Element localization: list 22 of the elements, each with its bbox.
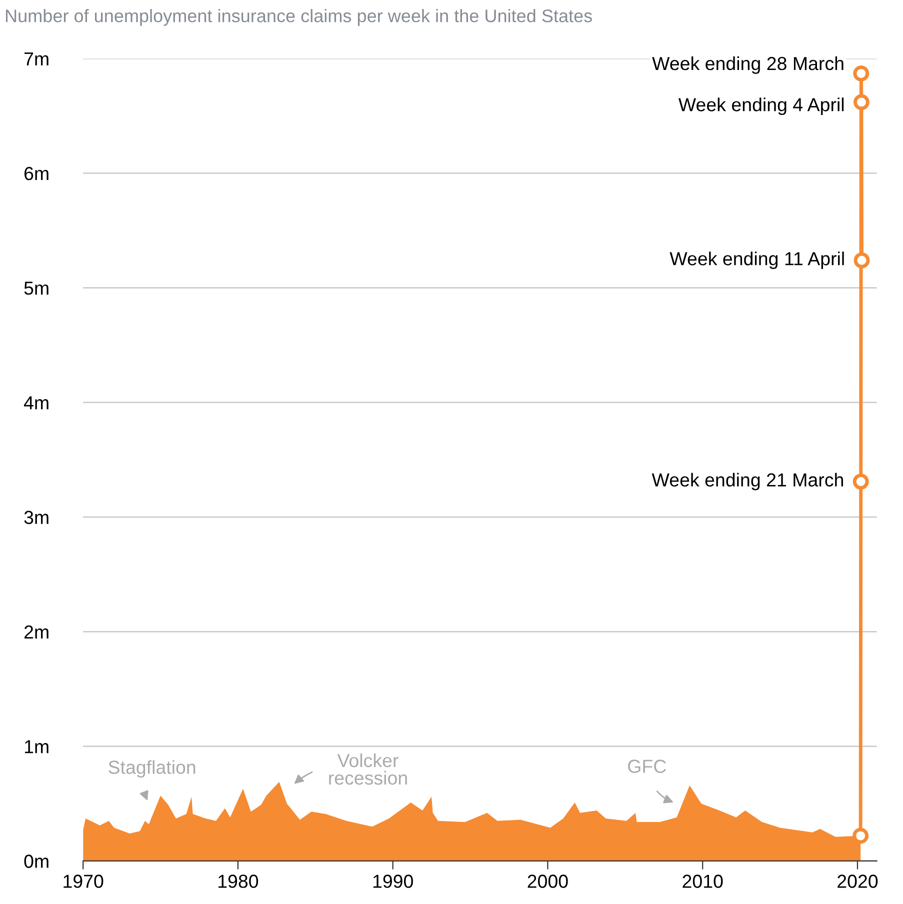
x-tick-label: 1980 bbox=[218, 874, 258, 888]
x-tick-label: 2020 bbox=[838, 874, 878, 888]
x-tick-label: 2010 bbox=[682, 874, 723, 888]
y-tick-label: 1m bbox=[24, 740, 48, 754]
chart-title: Number of unemployment insurance claims per week in the United States bbox=[6, 9, 592, 26]
y-tick-label: 7m bbox=[24, 52, 48, 66]
y-tick-label: 4m bbox=[24, 396, 48, 410]
annotation: Week ending 4 April bbox=[678, 98, 844, 116]
y-tick-label: 3m bbox=[24, 510, 48, 524]
y-tick-label: 2m bbox=[24, 625, 48, 639]
annotation: Week ending 28 March bbox=[652, 56, 844, 74]
y-tick-label: 5m bbox=[24, 282, 48, 295]
x-tick-label: 1970 bbox=[64, 874, 104, 888]
y-tick-label: 6m bbox=[24, 166, 48, 180]
annotation: Week ending 11 April bbox=[670, 252, 844, 270]
annotation: Week ending 21 March bbox=[652, 472, 843, 490]
annotation: Stagflation bbox=[108, 760, 196, 778]
y-tick-label: 0m bbox=[24, 854, 48, 868]
x-tick-label: 1990 bbox=[373, 874, 413, 888]
x-tick-label: 2000 bbox=[528, 874, 568, 888]
annotation: Volcker recession bbox=[329, 753, 407, 785]
annotation: GFC bbox=[628, 760, 666, 773]
